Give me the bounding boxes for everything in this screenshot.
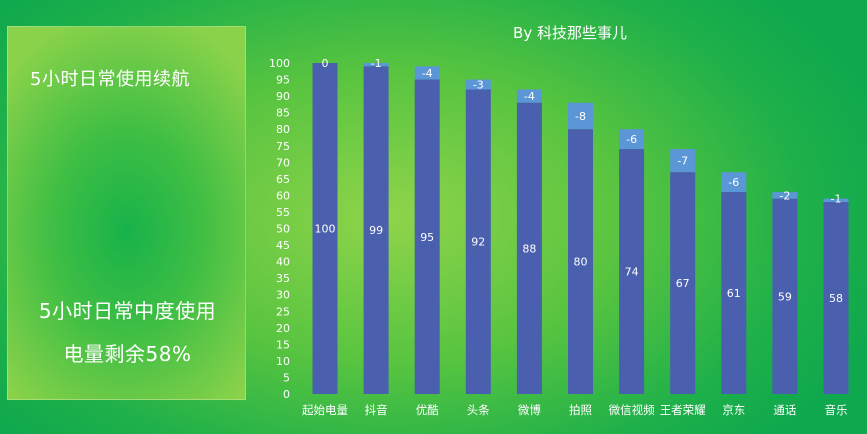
y-tick-label: 55 (276, 206, 290, 219)
bar-value-label: 58 (829, 292, 843, 305)
y-tick-label: 20 (276, 322, 290, 335)
y-tick-label: 80 (276, 123, 290, 136)
y-tick-label: 25 (276, 305, 290, 318)
bar-drop-segment (619, 129, 645, 150)
bar-remaining (823, 202, 849, 394)
bar-drop-label: -6 (626, 133, 637, 146)
bar-remaining (516, 102, 542, 394)
y-tick-label: 70 (276, 156, 290, 169)
y-tick-label: 65 (276, 173, 290, 186)
bar-remaining (772, 198, 798, 394)
bar-value-label: 95 (420, 231, 434, 244)
bar-remaining (619, 149, 645, 394)
bar-value-label: 100 (315, 223, 336, 236)
bar-drop-label: -8 (575, 110, 586, 123)
y-axis: 0 5 10 15 20 25 30 35 40 45 50 55 60 65 70 75 80 85 90 95 10… (269, 57, 290, 401)
bar-remaining (312, 63, 338, 394)
panel-heading: 5小时日常使用续航 (30, 69, 190, 90)
bar-value-label: 92 (471, 236, 485, 249)
y-tick-label: 85 (276, 107, 290, 120)
bar-remaining (568, 129, 593, 394)
bar-drop-label: 0 (322, 57, 329, 70)
bar-drop-segment (363, 63, 389, 67)
info-panel: 5小时日常使用续航 5小时日常中度使用 电量剩余58% (7, 26, 246, 400)
x-tick-label: 微信视频 (609, 403, 655, 417)
bar-drop-segment (670, 149, 696, 173)
bar-remaining (363, 66, 389, 394)
x-tick-label: 音乐 (825, 403, 848, 417)
x-tick-label: 通话 (773, 403, 796, 417)
bar-value-label: 59 (778, 290, 792, 303)
bar-remaining (465, 89, 491, 394)
y-tick-label: 5 (283, 371, 290, 384)
bar-drop-segment (568, 102, 593, 130)
bar-drop-segment (516, 89, 542, 103)
x-tick-label: 拍照 (569, 403, 592, 417)
y-tick-label: 75 (276, 140, 290, 153)
y-tick-label: 10 (276, 355, 290, 368)
bar-drop-label: -3 (473, 79, 484, 92)
bar-value-label: 88 (522, 242, 536, 255)
bar-drop-label: -1 (831, 193, 842, 206)
bar-drop-segment (772, 192, 798, 199)
y-tick-label: 50 (276, 223, 290, 236)
x-tick-label: 头条 (467, 403, 490, 417)
y-tick-label: 45 (276, 239, 290, 252)
x-tick-label: 抖音 (365, 403, 388, 417)
chart-title: By 科技那些事儿 (513, 24, 627, 42)
x-tick-label: 京东 (722, 403, 745, 417)
bar-drop-label: -2 (779, 189, 790, 202)
y-tick-label: 95 (276, 74, 290, 87)
bar-remaining (414, 79, 440, 395)
x-tick-label: 起始电量 (302, 403, 348, 417)
bar-remaining (670, 172, 696, 394)
y-tick-label: 60 (276, 189, 290, 202)
y-tick-label: 15 (276, 338, 290, 351)
bar-drop-label: -4 (524, 90, 535, 103)
bar-value-label: 99 (369, 224, 383, 237)
panel-line-usage: 5小时日常中度使用 (38, 299, 217, 323)
bar-drop-segment (465, 79, 491, 90)
bar-remaining (721, 192, 747, 394)
bar-drop-label: -1 (371, 57, 382, 70)
y-tick-label: 30 (276, 289, 290, 302)
bar-drop-label: -7 (677, 155, 688, 168)
bar-value-label: 80 (574, 256, 588, 269)
bar-drop-label: -6 (728, 176, 739, 189)
bar-value-label: 61 (727, 287, 741, 300)
x-tick-label: 王者荣耀 (660, 403, 706, 417)
bar-value-label: 74 (625, 266, 639, 279)
bar-drop-label: -4 (422, 67, 433, 80)
x-tick-label: 微博 (518, 403, 541, 417)
bars: 100 0 99 -1 95 -4 92 -3 88 -4 80 -8 74 -6 67 -7 61 -6 59 -2… (312, 57, 849, 395)
y-tick-label: 35 (276, 272, 290, 285)
x-tick-label: 优酷 (416, 403, 439, 417)
x-axis: 起始电量 抖音 优酷 头条 微博 拍照 微信视频 王者荣耀 京东 通话 音乐 (302, 403, 848, 417)
y-tick-label: 100 (269, 57, 290, 70)
bar-drop-segment (823, 198, 849, 203)
bar-drop-segment (721, 172, 747, 193)
y-tick-label: 90 (276, 90, 290, 103)
y-tick-label: 0 (283, 388, 290, 401)
panel-line-remaining: 电量剩余58% (63, 342, 192, 366)
y-tick-label: 40 (276, 256, 290, 269)
bar-value-label: 67 (676, 277, 690, 290)
bar-drop-segment (414, 66, 440, 80)
